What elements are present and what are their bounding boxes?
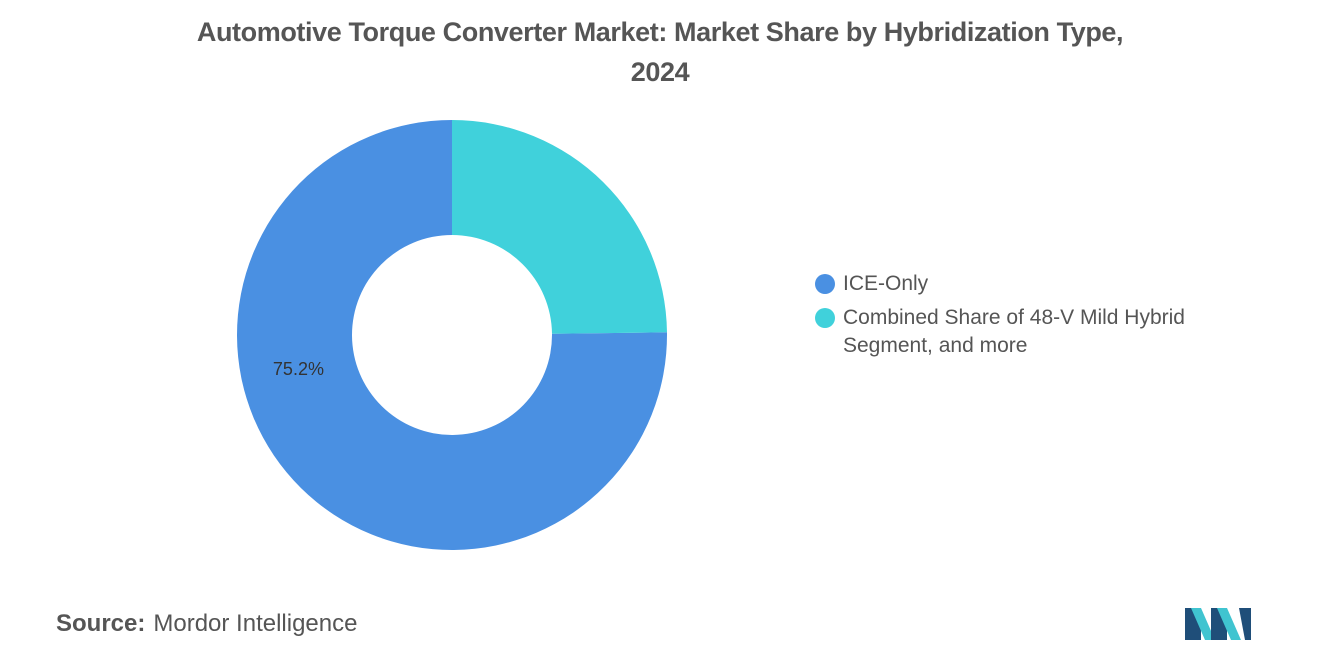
source-label: Source: [56, 610, 146, 637]
source-text: Mordor Intelligence [153, 610, 358, 637]
donut-data-labels: 75.2% [273, 359, 324, 379]
chart-title: Automotive Torque Converter Market: Mark… [0, 12, 1320, 92]
legend-swatch-mild-hybrid [815, 308, 835, 328]
chart-title-line1: Automotive Torque Converter Market: Mark… [196, 17, 1124, 47]
source-note: Source: Mordor Intelligence [56, 610, 357, 638]
legend-label-mild-hybrid: Combined Share of 48-V Mild Hybrid Segme… [843, 304, 1185, 360]
chart-legend: ICE-Only Combined Share of 48-V Mild Hyb… [815, 270, 1235, 366]
data-label-ice-only: 75.2% [273, 359, 324, 379]
legend-item-ice-only: ICE-Only [815, 270, 1235, 298]
donut-slice-mild-hybrid [452, 120, 667, 334]
legend-item-mild-hybrid: Combined Share of 48-V Mild Hybrid Segme… [815, 304, 1235, 360]
legend-label-ice-only: ICE-Only [843, 272, 929, 295]
mordor-intelligence-logo-icon [1185, 608, 1251, 640]
donut-slices [237, 120, 668, 550]
donut-slice-ice-only [237, 120, 668, 550]
legend-label-mild-hybrid-line2: Segment, and more [843, 334, 1028, 357]
chart-title-line2: 2024 [630, 57, 690, 87]
legend-label-mild-hybrid-line1: Combined Share of 48-V Mild Hybrid [843, 306, 1185, 329]
legend-swatch-ice-only [815, 274, 835, 294]
